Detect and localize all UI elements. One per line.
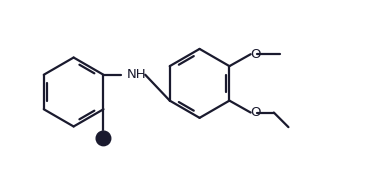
Text: O: O [251,106,261,119]
Circle shape [96,131,111,146]
Text: O: O [251,48,261,61]
Text: NH: NH [127,68,146,81]
